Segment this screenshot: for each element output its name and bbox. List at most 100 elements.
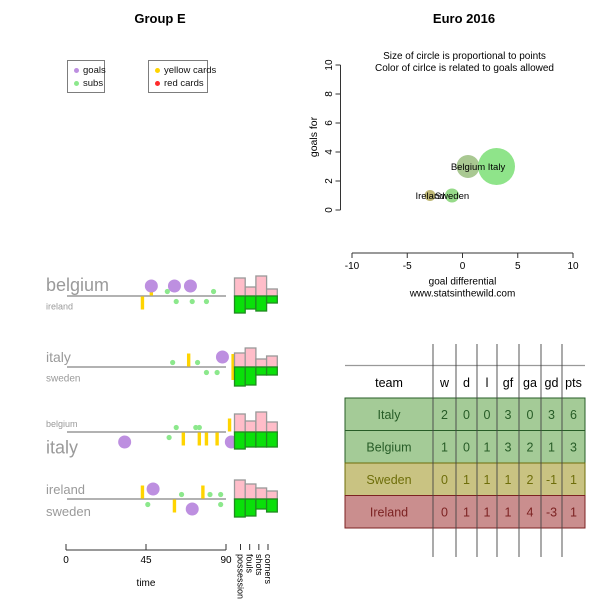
legend-item-label: subs — [83, 78, 104, 89]
yellow-card-marker — [181, 432, 186, 446]
scatter-x-tick-label: 5 — [515, 261, 521, 272]
table-header-d: d — [463, 376, 470, 390]
yellow-card-marker — [140, 296, 145, 310]
sub-marker — [218, 491, 224, 498]
legend-item-red-cards: red cards — [151, 77, 205, 90]
right-panel-title: Euro 2016 — [432, 11, 496, 26]
table-cell-d: 0 — [463, 408, 470, 422]
stat-bar-top-corners — [265, 355, 278, 368]
sub-marker — [203, 369, 210, 376]
table-cell-ga: 2 — [527, 441, 534, 455]
table-cell-team: Sweden — [366, 473, 411, 487]
table-cell-pts: 6 — [570, 408, 577, 422]
scatter-point-italy — [478, 148, 515, 185]
stat-bar-bottom-corners — [265, 366, 278, 376]
stat-bar-bottom-fouls — [244, 498, 257, 517]
time-axis-tick-label: 45 — [140, 555, 152, 566]
table-header-pts: pts — [565, 376, 582, 390]
stat-bar-top-shots — [255, 358, 268, 368]
scatter-x-tick-label: -5 — [403, 261, 412, 272]
time-axis-label: time — [137, 578, 156, 589]
team-label-bottom-sweden: sweden — [46, 504, 91, 519]
scatter-y-tick-label: 6 — [324, 120, 335, 126]
scatter-x-tick-label: 10 — [567, 261, 579, 272]
team-label-bottom-italy: italy — [46, 437, 78, 457]
table-cell-gf: 1 — [505, 506, 512, 520]
table-cell-l: 1 — [484, 473, 491, 487]
scatter-y-tick-label: 4 — [324, 149, 335, 155]
scatter-point-label-belgium: Belgium — [451, 162, 485, 173]
team-label-top-belgium: belgium — [46, 419, 78, 429]
table-row-bg-italy — [344, 397, 586, 431]
table-cell-l: 1 — [484, 506, 491, 520]
table-header-ga: ga — [523, 376, 537, 390]
match-timelines-panel: belgium ireland italy sweden belgium italy ire… — [46, 275, 278, 599]
stat-bar-bottom-possession — [233, 498, 246, 518]
scatter-annotation-size: Size of circle is proportional to points — [383, 51, 546, 62]
goal-marker — [215, 350, 229, 364]
table-cell-d: 1 — [463, 473, 470, 487]
yellow-card-marker — [231, 354, 235, 380]
table-cell-w: 0 — [441, 473, 448, 487]
team-label-bottom-ireland: ireland — [46, 302, 73, 312]
stat-bar-top-fouls — [244, 483, 257, 500]
sub-marker — [210, 288, 217, 295]
sub-marker — [178, 491, 185, 498]
scatter-x-tick-label: -10 — [345, 261, 360, 272]
table-cell-pts: 1 — [570, 473, 577, 487]
subs-dot-icon — [74, 81, 79, 86]
legend-box-1: goals subs — [67, 60, 106, 93]
table-cell-team: Ireland — [370, 506, 408, 520]
scatter-point-ireland — [424, 190, 436, 201]
sub-marker — [194, 359, 201, 366]
stat-bar-top-shots — [255, 411, 268, 433]
table-cell-gf: 3 — [505, 408, 512, 422]
stat-bar-bottom-fouls — [244, 431, 257, 448]
table-header-gf: gf — [503, 376, 514, 390]
yellow-cards-dot-icon — [155, 68, 160, 73]
table-cell-w: 1 — [441, 441, 448, 455]
legend-item-goals: goals — [70, 64, 106, 77]
stat-axis-label-possession: possession — [236, 554, 246, 599]
yellow-card-marker — [201, 485, 205, 499]
goal-marker — [185, 502, 199, 516]
stat-bar-top-shots — [255, 275, 268, 297]
yellow-card-marker — [197, 432, 202, 446]
stat-bar-top-corners — [265, 288, 278, 297]
stat-bar-bottom-fouls — [244, 366, 257, 386]
table-cell-gf: 1 — [505, 473, 512, 487]
stat-bar-bottom-shots — [255, 498, 268, 510]
stat-bar-bottom-possession — [233, 295, 246, 314]
table-cell-l: 0 — [484, 408, 491, 422]
legend-item-subs: subs — [70, 77, 104, 90]
stat-bar-top-possession — [233, 277, 246, 297]
legend-item-label: yellow cards — [164, 65, 217, 76]
legend-box-2: yellow cards red cards — [148, 60, 216, 93]
scatter-point-sweden — [445, 188, 459, 203]
table-row-bg-belgium — [344, 430, 586, 464]
scatter-point-label-ireland: Ireland — [415, 191, 444, 202]
stat-bar-top-corners — [265, 490, 278, 500]
table-cell-gd: 3 — [548, 408, 555, 422]
yellow-card-marker — [186, 353, 191, 367]
table-cell-pts: 3 — [570, 441, 577, 455]
scatter-point-label-sweden: Sweden — [435, 191, 469, 202]
sub-marker — [170, 359, 176, 366]
sub-marker — [196, 424, 202, 431]
scatter-y-tick-label: 2 — [324, 178, 335, 184]
sub-marker — [145, 501, 151, 508]
scatter-x-tick-label: 0 — [460, 261, 466, 272]
stat-bar-top-corners — [265, 421, 278, 433]
yellow-card-marker — [140, 485, 145, 499]
table-cell-gd: 1 — [548, 441, 555, 455]
stat-bar-top-shots — [255, 487, 268, 500]
sub-marker — [166, 434, 172, 441]
legend-item-yellow-cards: yellow cards — [151, 64, 216, 77]
stat-bar-top-fouls — [244, 420, 257, 433]
table-header-gd: gd — [545, 376, 559, 390]
sub-marker — [189, 298, 195, 305]
yellow-card-marker — [215, 432, 219, 446]
stat-bar-bottom-possession — [233, 366, 246, 387]
team-label-bottom-sweden: sweden — [46, 374, 80, 385]
